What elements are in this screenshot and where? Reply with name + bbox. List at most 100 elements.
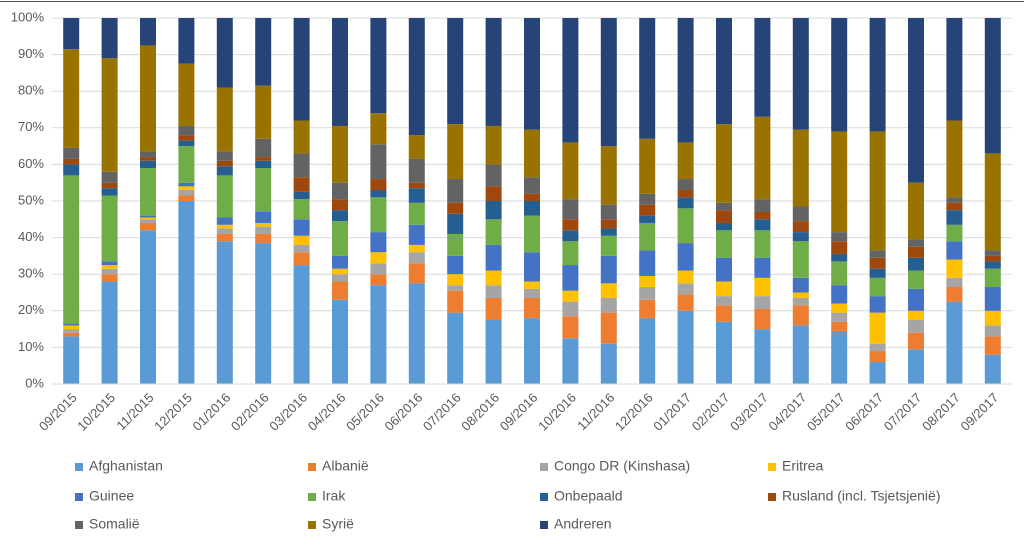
bar-segment [63,323,80,326]
bar-segment [178,146,195,183]
bar-segment [447,274,464,286]
bar-segment [792,221,809,233]
bar-segment [984,325,1001,337]
bar-segment [178,190,195,196]
bar-segment [140,217,156,220]
bar-segment [101,171,118,183]
bar-segment [831,254,848,262]
x-tick-label: 12/2015 [151,390,195,434]
bar-segment [600,297,617,313]
bar-segment [754,211,771,220]
bar-segment [332,210,348,222]
bar-segment [754,199,771,212]
bar-segment [600,235,617,256]
bar-segment [792,206,809,222]
bar-segment [332,281,348,300]
bar-segment [639,250,656,277]
bar-segment [754,116,771,200]
bar-segment [831,330,848,384]
bar-segment [293,244,310,253]
bar-segment [754,277,771,297]
bar-segment [63,147,80,159]
bar-segment [408,158,425,183]
bar-segment [140,157,156,161]
bar-segment [101,265,118,269]
bar-segment [216,224,233,229]
legend-swatch [308,463,316,471]
bar-segment [485,125,502,165]
bar-segment [984,250,1001,256]
y-tick-label: 30% [18,266,44,281]
legend-label: Andreren [554,516,612,532]
bar-segment [485,285,502,298]
bar-segment [447,179,464,203]
legend-swatch [75,493,83,501]
x-tick-label: 05/2017 [804,390,848,434]
bar-segment [178,182,195,187]
bar-segment [255,243,272,384]
x-tick-label: 10/2016 [535,390,579,434]
bar-segment [869,351,886,363]
x-tick-label: 09/2016 [497,390,541,434]
bar-segment [600,312,617,344]
bar-segment [370,197,387,233]
bar-segment [101,188,118,196]
bar-segment [255,211,272,223]
bar-segment [600,204,617,220]
legend-swatch [540,493,548,501]
bar-segment [408,224,425,245]
x-tick-label: 09/2015 [36,390,80,434]
bar-segment [946,241,963,260]
bar-segment [178,18,195,64]
bar-segment [524,215,540,253]
bar-segment [178,186,195,191]
bar-segment [447,233,464,256]
y-tick-label: 90% [18,46,44,61]
y-tick-label: 60% [18,156,44,171]
bar-segment [293,153,310,178]
bar-segment [639,138,656,194]
y-tick-label: 0% [25,375,44,390]
bar-segment [447,285,464,291]
bar-segment [332,268,348,275]
bar-segment [332,18,348,126]
bar-segment [255,157,272,161]
x-tick-label: 08/2017 [919,390,963,434]
bar-segment [600,283,617,298]
bar-segment [677,310,694,384]
bar-segment [908,332,924,350]
bar-segment [255,222,272,227]
bar-segment [639,318,656,384]
legend-label: Somalië [89,516,140,532]
bar-segment [101,195,118,262]
x-tick-label: 04/2017 [766,390,810,434]
bar-segment [562,142,579,200]
bar-segment [370,232,387,253]
bar-segment [63,49,80,148]
bar-segment [792,305,809,326]
bar-segment [216,166,233,176]
bar-segment [293,120,310,154]
bar-segment [562,301,579,317]
bar-segment [293,235,310,245]
bar-segment [524,252,540,282]
bar-segment [677,283,694,295]
bar-segment [63,325,80,330]
bar-segment [101,261,118,266]
bar-segment [984,268,1001,288]
bar-segment [370,274,387,286]
bar-segment [600,18,617,147]
bar-segment [716,210,732,223]
bar-segment [639,299,656,319]
bar-segment [447,18,464,125]
x-tick-label: 04/2016 [305,390,349,434]
bar-segment [869,312,886,344]
bar-segment [946,18,963,121]
bar-segment [908,310,924,320]
legend-label: Onbepaald [554,488,623,504]
bar-segment [792,325,809,384]
bar-segment [485,270,502,286]
bar-segment [946,224,963,242]
legend-label: Congo DR (Kinshasa) [554,458,690,474]
bar-segment [140,18,156,46]
